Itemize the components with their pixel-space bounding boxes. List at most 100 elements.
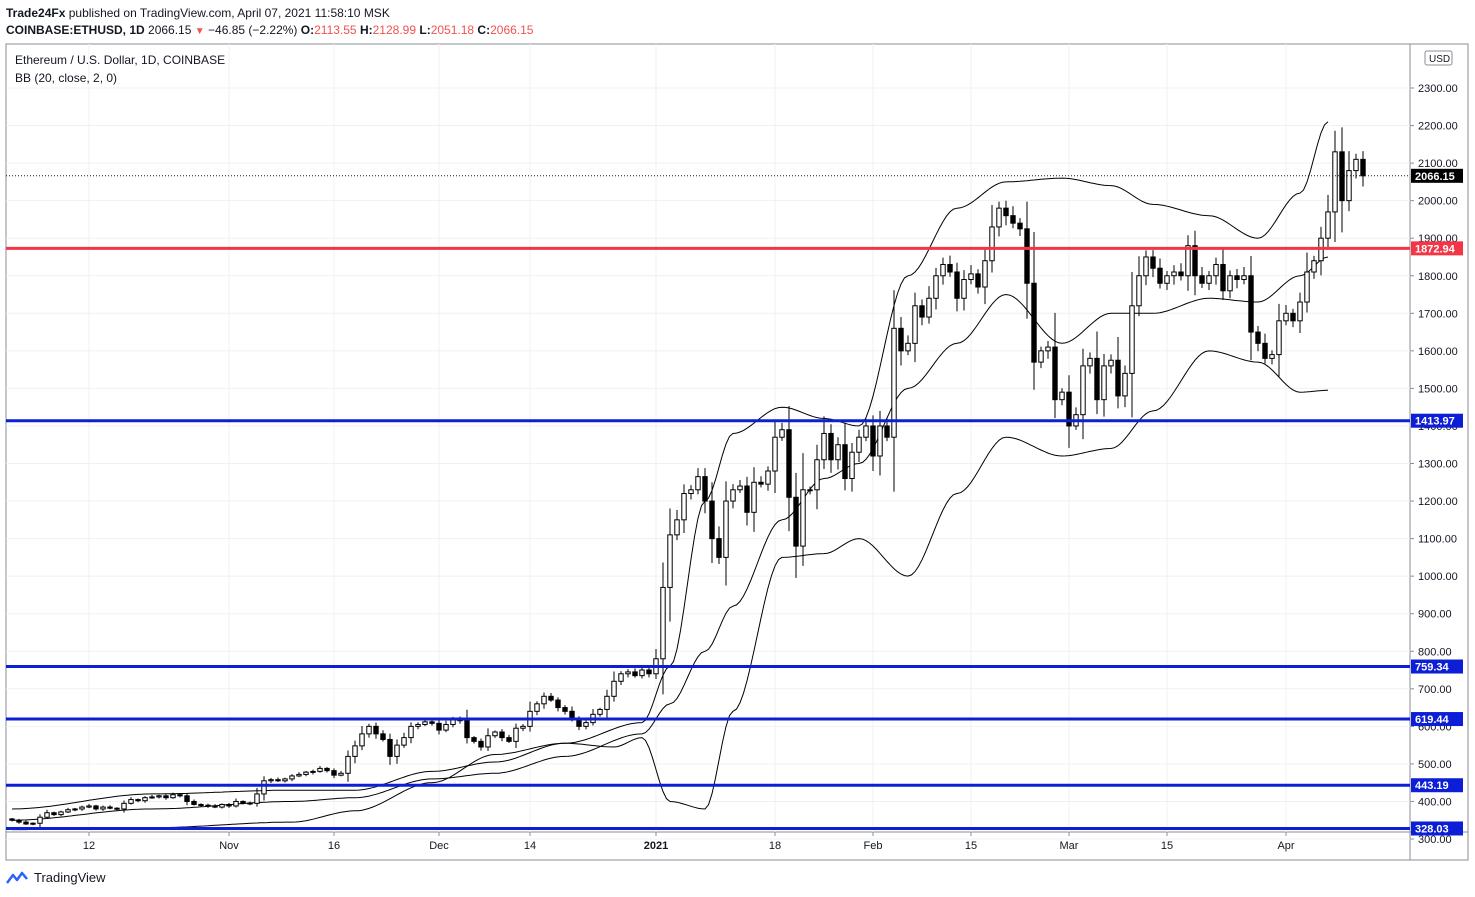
candle <box>1017 218 1023 237</box>
candle <box>618 671 624 686</box>
x-tick-label: 16 <box>328 840 340 852</box>
candle <box>233 798 239 808</box>
tradingview-logo-icon <box>6 871 28 884</box>
candle <box>1115 337 1121 409</box>
y-tick-label: 1100.00 <box>1418 534 1457 546</box>
candle <box>30 822 36 826</box>
candle <box>317 766 323 773</box>
high-label: H: <box>359 23 373 37</box>
candle-body-up <box>422 721 428 725</box>
candle-body-up <box>303 771 309 775</box>
candle <box>611 671 617 702</box>
candle <box>947 255 953 277</box>
candle <box>289 774 295 782</box>
candle <box>1157 258 1163 289</box>
candle <box>562 705 568 715</box>
candle <box>625 669 631 678</box>
candle-body-down <box>387 738 393 757</box>
candle <box>975 269 981 294</box>
candle <box>1066 375 1072 448</box>
y-tick-label: 2000.00 <box>1418 196 1458 208</box>
candle-body-down <box>198 803 204 806</box>
candle-body-down <box>191 800 197 805</box>
candle-body-down <box>380 733 386 740</box>
candle-body-down <box>1157 267 1163 284</box>
candle-body-down <box>373 725 379 735</box>
candle <box>1325 194 1331 248</box>
candle <box>464 709 470 744</box>
candle <box>1290 308 1296 328</box>
candle <box>198 803 204 807</box>
candle <box>786 406 792 532</box>
candle-body-up <box>674 519 680 536</box>
candle-body-up <box>639 669 645 677</box>
candle-body-down <box>884 425 890 438</box>
candle <box>870 415 876 472</box>
candle-body-up <box>1206 275 1212 284</box>
candle-body-up <box>58 811 64 816</box>
x-tick-label: Feb <box>864 840 883 852</box>
candle-body-down <box>93 805 99 810</box>
candle <box>443 720 449 733</box>
x-tick-label: 15 <box>965 840 977 852</box>
candle <box>534 701 540 716</box>
candle <box>128 797 134 805</box>
candle <box>1192 230 1198 296</box>
candle <box>660 562 666 695</box>
candle-body-up <box>1136 275 1142 307</box>
close-label: C: <box>477 23 491 37</box>
candle-body-down <box>1199 275 1205 284</box>
candle <box>779 422 785 441</box>
candle <box>989 204 995 273</box>
candle <box>541 692 547 709</box>
close-value: 2066.15 <box>490 23 534 37</box>
candle-body-up <box>219 803 225 808</box>
candle <box>912 292 918 363</box>
candle <box>1087 352 1093 374</box>
candle-body-up <box>79 806 85 810</box>
candle <box>905 335 911 356</box>
candle <box>163 794 169 800</box>
candle <box>702 468 708 514</box>
candle-body-up <box>289 775 295 780</box>
candle-body-up <box>814 459 820 491</box>
candle-body-down <box>842 444 848 480</box>
candle-body-up <box>604 695 610 710</box>
candle <box>331 768 337 779</box>
candle-body-up <box>30 822 36 825</box>
candle-body-down <box>240 800 246 804</box>
candle <box>744 476 750 526</box>
candle-body-down <box>177 794 183 797</box>
candle <box>506 734 512 743</box>
candle-body-up <box>695 476 701 491</box>
candle <box>814 444 820 510</box>
level-label-box <box>1411 659 1463 674</box>
footer-brand[interactable]: TradingView <box>6 870 106 885</box>
x-tick-label: Apr <box>1277 840 1294 852</box>
indicator-label[interactable]: BB (20, close, 2, 0) <box>15 71 118 85</box>
y-tick-label: 500.00 <box>1418 759 1452 771</box>
candle-body-up <box>485 735 491 748</box>
low-label: L: <box>419 23 431 37</box>
candle-body-up <box>268 779 274 782</box>
open-label: O: <box>300 23 315 37</box>
candle-body-up <box>394 744 400 757</box>
candle-body-up <box>800 489 806 547</box>
candle-body-up <box>807 489 813 492</box>
publisher-name[interactable]: Trade24Fx <box>6 6 66 20</box>
candle-body-down <box>1290 312 1296 322</box>
candle <box>380 730 386 742</box>
candle <box>688 485 694 500</box>
bb-lower-band <box>12 350 1329 831</box>
candle <box>478 738 484 751</box>
candle-body-up <box>1122 372 1128 397</box>
candle <box>1052 312 1058 419</box>
x-tick-label: Dec <box>429 840 449 852</box>
candle-body-up <box>408 725 414 739</box>
candle <box>968 265 974 285</box>
candle-body-up <box>905 342 911 352</box>
x-tick-label: 18 <box>769 840 781 852</box>
candle-body-down <box>107 806 113 809</box>
candle-body-up <box>597 708 603 715</box>
